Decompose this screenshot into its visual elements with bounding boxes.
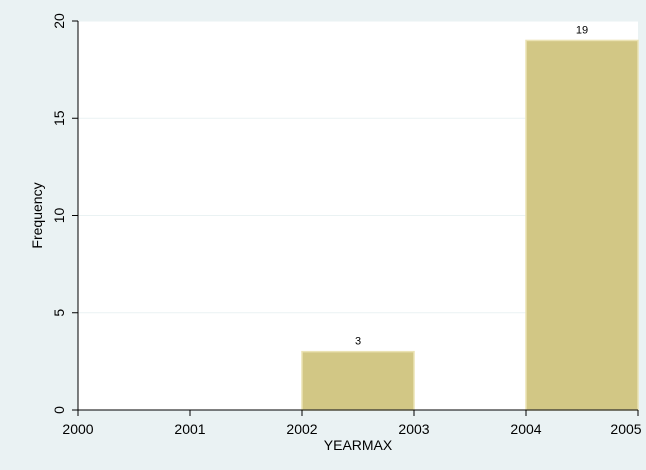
bar-2002	[301, 350, 415, 411]
bars	[301, 39, 639, 411]
bar-value-label-2002: 3	[355, 336, 361, 348]
x-tick-label-2001: 2001	[174, 421, 205, 437]
y-axis-ticks: 0 5 10 15 20	[51, 13, 78, 414]
bar-2004	[525, 39, 639, 411]
x-axis-title: YEARMAX	[324, 437, 393, 453]
x-tick-label-2000: 2000	[62, 421, 93, 437]
y-tick-label-10: 10	[51, 208, 67, 224]
x-tick-label-2003: 2003	[398, 421, 429, 437]
bar-labels: 3 19	[355, 24, 588, 347]
x-tick-label-2005: 2005	[610, 421, 641, 437]
y-tick-label-20: 20	[51, 13, 67, 29]
x-axis-ticks: 2000 2001 2002 2003 2004 2005	[62, 410, 642, 437]
y-tick-label-5: 5	[51, 309, 67, 317]
x-tick-label-2004: 2004	[510, 421, 541, 437]
y-tick-label-0: 0	[51, 406, 67, 414]
y-tick-label-15: 15	[51, 110, 67, 126]
x-tick-label-2002: 2002	[286, 421, 317, 437]
y-axis-title: Frequency	[29, 182, 45, 248]
bar-value-label-2004: 19	[576, 24, 588, 36]
